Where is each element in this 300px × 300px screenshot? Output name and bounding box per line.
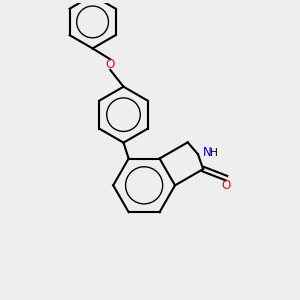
Text: N: N <box>203 146 212 159</box>
Text: O: O <box>222 179 231 192</box>
Text: H: H <box>210 148 218 158</box>
Text: O: O <box>106 58 115 71</box>
